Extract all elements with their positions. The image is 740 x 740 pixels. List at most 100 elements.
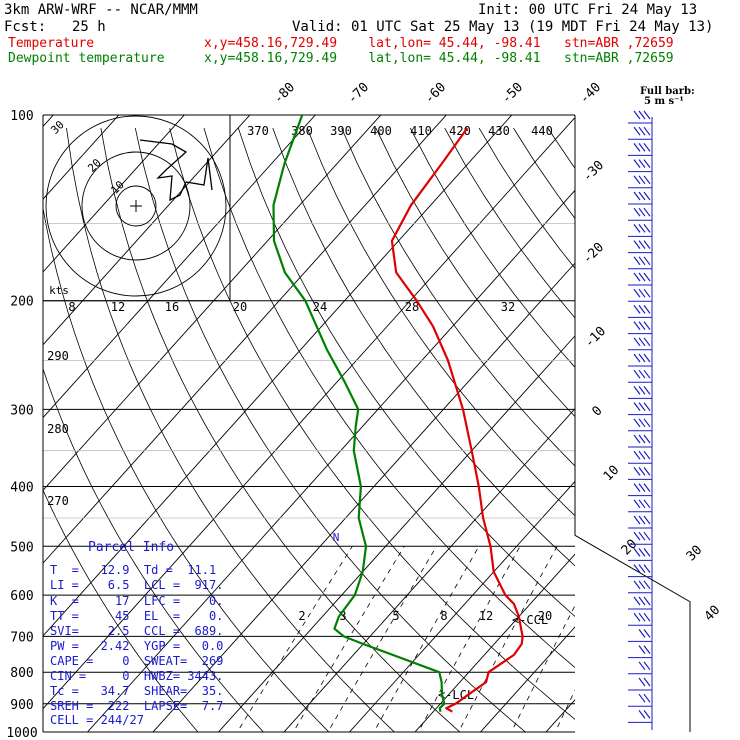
pressure-tick-label: 400 <box>10 480 33 495</box>
wind-barb <box>643 305 651 314</box>
isotherm-label: 20 <box>619 537 641 559</box>
frame-right-step <box>574 534 691 732</box>
wind-barb <box>643 321 651 330</box>
isotherm-label: -50 <box>499 80 526 107</box>
isotherm <box>43 115 185 273</box>
dry-adiabat <box>582 128 740 740</box>
wind-barb <box>643 224 651 233</box>
dry-adiabat <box>43 489 199 732</box>
wind-barb <box>638 110 646 120</box>
mixing-ratio-label: 5 <box>392 609 399 623</box>
speed-scale-label: 20 <box>233 300 247 314</box>
mixing-ratio-line <box>292 546 405 732</box>
isotherm-label: 30 <box>684 543 706 565</box>
pressure-tick-label: 100 <box>10 109 33 124</box>
parcel-info-title: Parcel Info <box>88 540 175 555</box>
hodograph-ring <box>45 115 227 297</box>
wind-barb <box>643 645 651 654</box>
sounding-profiles <box>272 115 524 713</box>
speed-scale-label: 12 <box>111 300 125 314</box>
isotherm <box>283 407 575 732</box>
wind-barb <box>643 143 651 152</box>
wind-barb <box>633 175 641 185</box>
wind-barb <box>638 386 646 395</box>
wind-barb <box>633 434 641 444</box>
forecast-label: Fcst: <box>4 19 47 35</box>
wind-barb <box>643 548 651 557</box>
isotherm-label: 10 <box>601 463 623 485</box>
pressure-tick-label: 600 <box>10 589 33 604</box>
temperature-location: x,y=458.16,729.49 lat,lon= 45.44, -98.41… <box>204 36 674 51</box>
wind-barb <box>643 110 651 120</box>
parcel-info-row: CAPE = 0 SWEAT= 269 <box>50 654 224 668</box>
dry-adiabat <box>272 127 575 567</box>
speed-scale-label: 32 <box>501 300 515 314</box>
wind-barb <box>638 515 646 525</box>
parcel-info-row: CELL = 244/27 <box>50 713 144 727</box>
pressure-tick-label: 800 <box>10 666 33 681</box>
theta-label: 400 <box>370 124 392 138</box>
wind-barb <box>643 531 651 541</box>
wind-barb <box>643 159 651 168</box>
theta-side-label: 280 <box>47 422 69 436</box>
parcel-info-row: SVI= 2.5 CCL = 689. <box>50 624 224 638</box>
wind-barb <box>643 564 651 573</box>
wind-barb <box>638 305 646 314</box>
dry-adiabats <box>43 127 740 740</box>
model-title: 3km ARW-WRF -- NCAR/MMM <box>4 2 198 18</box>
wind-barb <box>638 418 646 428</box>
wind-barb <box>638 710 646 719</box>
pressure-tick-label: 500 <box>10 540 33 555</box>
isotherm <box>414 553 575 732</box>
hodograph-ring <box>115 185 157 227</box>
mixing-ratio-line <box>510 604 575 732</box>
series-line-temperature <box>390 127 524 713</box>
wind-barb <box>643 467 651 476</box>
theta-side-label: 290 <box>47 349 69 363</box>
wind-barb <box>643 710 651 719</box>
dry-adiabat <box>341 127 575 467</box>
wind-barb <box>643 483 651 492</box>
isotherm <box>43 115 382 492</box>
parcel-info-row: K = 17 LFC = 0. <box>50 594 224 608</box>
dry-adiabat <box>134 128 527 732</box>
wind-barb <box>643 499 651 509</box>
parcel-info-row: PW = 2.42 YGP = 0.0 <box>50 639 224 653</box>
mixing-ratio-line <box>458 546 558 732</box>
wind-barb <box>643 693 651 703</box>
wind-barb <box>638 240 646 249</box>
wind-barb <box>638 126 646 136</box>
wind-barb <box>638 337 646 347</box>
pressure-tick-label: 200 <box>10 295 33 310</box>
wind-barb <box>633 159 641 168</box>
dry-adiabat <box>43 205 330 732</box>
wind-barb <box>643 240 651 249</box>
wind-barb <box>633 240 641 249</box>
wind-barb <box>638 531 646 541</box>
barb-legend-unit: 5 m s⁻¹ <box>644 96 684 107</box>
wind-barb <box>633 321 641 330</box>
init-time: Init: 00 UTC Fri 24 May 13 <box>478 2 698 18</box>
speed-scale-label: 8 <box>68 300 75 314</box>
pressure-tick-label: 300 <box>10 403 33 418</box>
wind-barb <box>643 418 651 428</box>
wind-barb <box>633 580 641 590</box>
wind-barb <box>633 191 641 201</box>
isotherm-label: -80 <box>271 80 298 107</box>
dewpoint-legend-label: Dewpoint temperature <box>8 51 165 66</box>
north-annotation: N <box>333 531 340 544</box>
wind-barb <box>638 564 646 573</box>
wind-barb <box>638 661 646 671</box>
wind-barb <box>633 126 641 136</box>
wind-barb <box>633 450 641 460</box>
hodograph-trace <box>139 139 213 202</box>
plot-frame <box>42 114 691 732</box>
pressure-tick-label: 900 <box>10 698 33 713</box>
dry-adiabat <box>651 128 740 740</box>
wind-barb <box>638 143 646 152</box>
wind-barb <box>633 207 641 217</box>
wind-barb <box>638 629 646 638</box>
isotherm <box>600 87 740 740</box>
wind-barb <box>633 483 641 492</box>
parcel-info-row: SREH = 222 LAPSE= 7.7 <box>50 699 224 713</box>
